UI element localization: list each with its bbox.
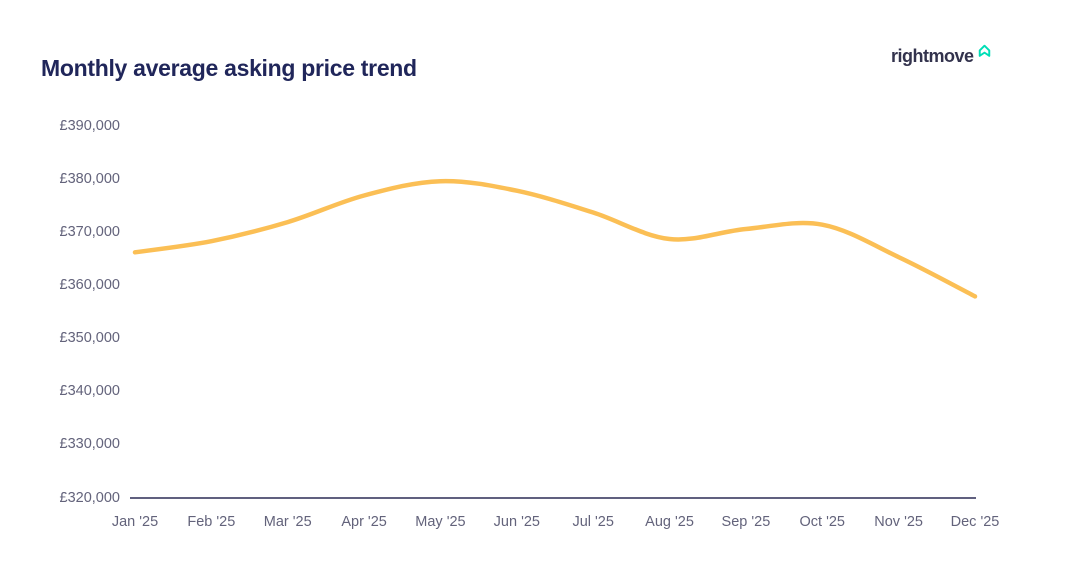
- x-axis-tick-label: Oct '25: [799, 514, 845, 530]
- y-axis-tick-label: £360,000: [59, 277, 120, 294]
- x-axis-tick-label: Jun '25: [493, 514, 540, 530]
- x-axis-tick-label: Feb '25: [187, 514, 236, 530]
- rightmove-logo-text: rightmove: [891, 46, 974, 66]
- x-axis-tick-label: May '25: [415, 514, 466, 530]
- y-axis-tick-label: £330,000: [59, 436, 120, 453]
- y-axis-tick-label: £370,000: [59, 224, 120, 241]
- chart-title: Monthly average asking price trend: [41, 55, 417, 81]
- y-axis-tick-label: £390,000: [59, 118, 120, 134]
- y-axis-tick-label: £350,000: [59, 330, 120, 347]
- x-axis-tick-label: Jul '25: [572, 514, 614, 530]
- x-axis-tick-label: Nov '25: [874, 514, 923, 530]
- rightmove-logo: rightmove: [891, 42, 993, 65]
- x-axis-tick-label: Apr '25: [341, 514, 387, 530]
- y-axis-tick-label: £320,000: [59, 489, 120, 506]
- y-axis-tick-label: £340,000: [59, 383, 120, 400]
- x-axis-tick-label: Mar '25: [263, 514, 312, 530]
- x-axis-tick-label: Dec '25: [950, 514, 1000, 530]
- x-axis-tick-label: Aug '25: [645, 514, 694, 530]
- x-axis-tick-label: Jan '25: [111, 514, 159, 530]
- y-axis-tick-label: £380,000: [59, 171, 120, 188]
- trend-line: [132, 178, 978, 299]
- rightmove-house-icon: [978, 44, 990, 57]
- x-axis-tick-label: Sep '25: [721, 514, 771, 530]
